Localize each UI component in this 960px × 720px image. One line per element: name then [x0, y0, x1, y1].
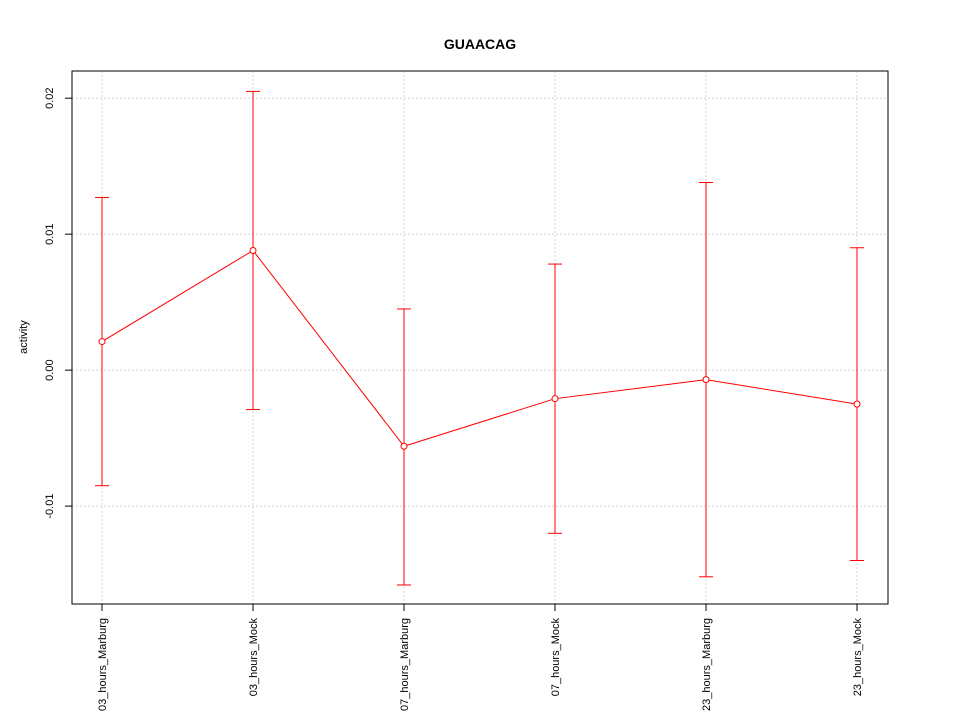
- x-tick-label: 23_hours_Marburg: [701, 618, 713, 711]
- series-line: [101, 249, 858, 447]
- y-axis-label: activity: [18, 320, 30, 354]
- data-point: [400, 442, 408, 450]
- y-tick-label: 0.02: [44, 87, 56, 108]
- y-tick-label: 0.00: [44, 359, 56, 380]
- x-tick-label: 07_hours_Mock: [550, 618, 562, 697]
- data-point: [551, 395, 559, 403]
- chart-title: GUAACAG: [444, 36, 516, 52]
- series-activity: [95, 90, 864, 586]
- x-tick-label: 07_hours_Marburg: [399, 618, 411, 711]
- data-point: [249, 246, 257, 254]
- x-tick-label: 03_hours_Marburg: [97, 618, 109, 711]
- data-point: [98, 338, 106, 346]
- y-tick-label: -0.01: [44, 494, 56, 519]
- grid-lines: [72, 71, 888, 604]
- plot-frame: [71, 70, 889, 605]
- axis-ticks: 03_hours_Marburg 03_hours_Mock 07_hours_Ma…: [44, 87, 864, 710]
- data-point: [702, 376, 710, 384]
- x-tick-label: 03_hours_Mock: [248, 618, 260, 697]
- data-point: [853, 400, 861, 408]
- x-tick-label: 23_hours_Mock: [852, 618, 864, 697]
- y-tick-label: 0.01: [44, 223, 56, 244]
